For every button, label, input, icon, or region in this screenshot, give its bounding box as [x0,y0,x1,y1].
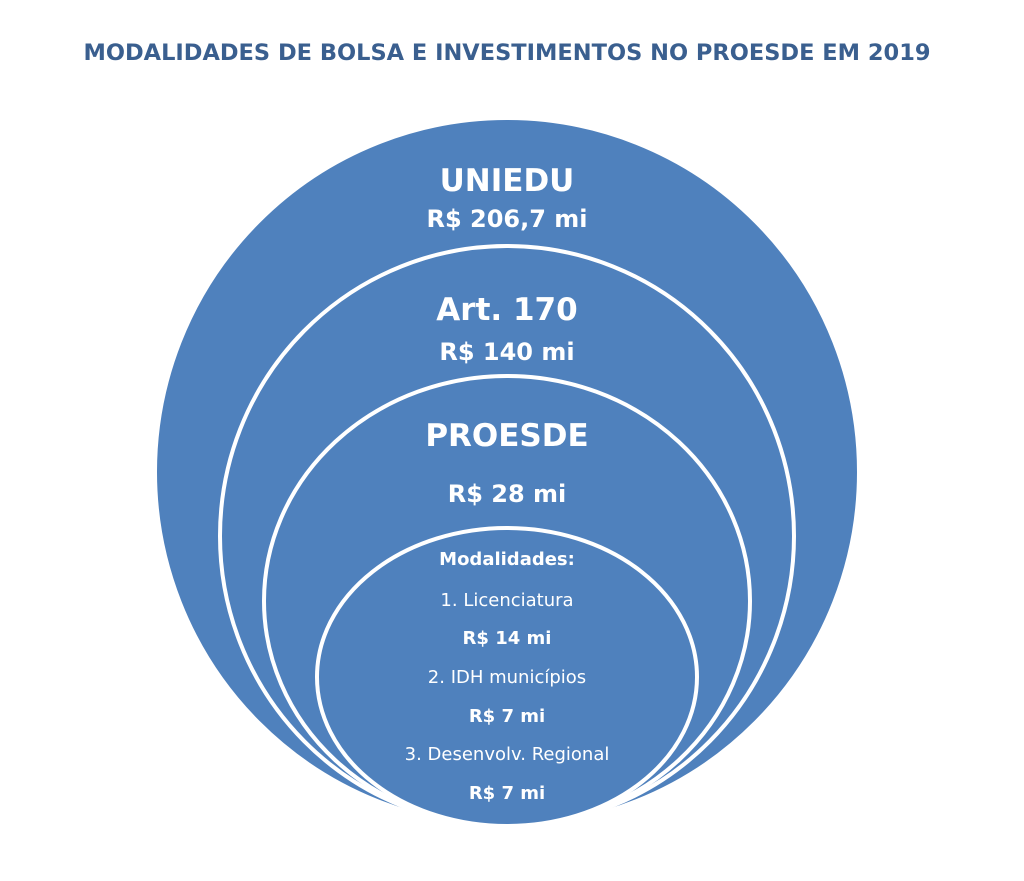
modalidade-1-label: 1. Licenciatura [440,590,574,611]
modalidades-heading: Modalidades: [439,549,575,570]
uniedu-value: R$ 206,7 mi [426,205,588,233]
modalidades-circle [315,526,699,828]
modalidade-3-label: 3. Desenvolv. Regional [404,744,610,765]
modalidade-3-value: R$ 7 mi [468,783,546,804]
modalidade-1-value: R$ 14 mi [462,628,552,649]
proesde-value: R$ 28 mi [447,480,567,508]
modalidade-2-value: R$ 7 mi [468,706,546,727]
art170-label: Art. 170 [436,292,578,328]
diagram-title: MODALIDADES DE BOLSA E INVESTIMENTOS NO … [83,40,931,66]
modalidade-2-label: 2. IDH municípios [427,667,587,688]
uniedu-label: UNIEDU [439,163,575,199]
proesde-label: PROESDE [425,418,589,454]
art170-value: R$ 140 mi [439,338,575,366]
